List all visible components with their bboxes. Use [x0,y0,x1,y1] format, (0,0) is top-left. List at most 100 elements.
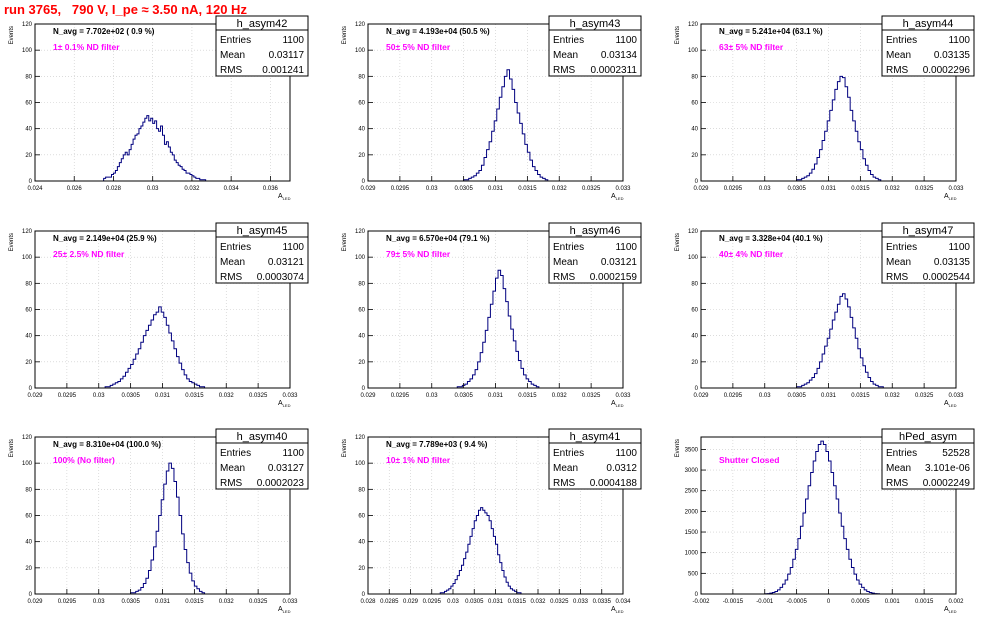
y-tick-label: 0 [29,386,33,392]
navg-label: N_avg = 6.570e+04 (79.1 %) [386,234,490,243]
histogram-line [796,293,884,388]
stats-label: RMS [220,272,243,283]
x-tick-label: 0.031 [155,599,171,605]
x-tick-label: 0.029 [360,393,376,399]
x-tick-label: 0.03 [426,393,438,399]
run-title: run 3765, 790 V, I_pe ≈ 3.50 nA, 120 Hz [4,2,247,17]
stats-value: 1100 [615,35,637,46]
x-tick-label: 0.031 [488,186,504,192]
navg-label: N_avg = 5.241e+04 (63.1 %) [719,27,823,36]
y-tick-label: 0 [362,386,366,392]
y-tick-label: 120 [22,435,33,441]
stats-value: 0.03121 [601,257,638,268]
stats-label: RMS [886,272,909,283]
y-tick-label: 3500 [685,447,699,453]
x-tick-label: -0.0005 [786,599,807,605]
histogram-line [104,306,206,388]
y-axis-title: Events [675,439,681,457]
x-tick-label: 0.0315 [851,186,870,192]
x-tick-label: 0.034 [615,599,631,605]
x-tick-label: 0.032 [530,599,546,605]
filter-annotation: 25± 2.5% ND filter [53,249,125,259]
y-axis-title: Events [9,26,15,44]
x-tick-label: 0.03 [93,393,105,399]
x-tick-label: 0.031 [488,393,504,399]
stats-label: RMS [886,65,909,76]
y-tick-label: 2000 [685,509,699,515]
x-tick-label: 0.0295 [391,186,410,192]
stats-box [881,428,975,490]
stats-value: 0.03121 [268,257,305,268]
y-tick-label: 60 [358,308,365,314]
stats-label: Mean [553,463,578,474]
y-tick-label: 80 [358,487,365,493]
y-tick-label: 120 [688,22,699,28]
x-tick-label: 0.032 [219,599,235,605]
stats-title: h_asym43 [570,18,621,30]
navg-label: N_avg = 2.149e+04 (25.9 %) [53,234,157,243]
x-tick-label: 0.034 [224,186,240,192]
x-tick-label: 0.032 [552,186,568,192]
x-tick-label: 0.033 [615,393,631,399]
x-tick-label: 0.0295 [724,393,743,399]
x-tick-label: 0.0295 [58,393,77,399]
stats-title: h_asym42 [237,18,288,30]
stats-value: 3.101e-06 [925,463,970,474]
x-tick-label: 0.033 [948,393,964,399]
x-tick-label: 0.0305 [787,393,806,399]
panel-h_asym44: 0.029 0.0295 0.03 0.0305 0.031 0.0315 0.032 0.0… [675,15,975,201]
y-tick-label: 80 [25,487,32,493]
stats-label: RMS [553,65,576,76]
stats-box [881,15,975,77]
x-tick-label: -0.0015 [723,599,744,605]
x-tick-label: 0.002 [948,599,964,605]
filter-annotation: 79± 5% ND filter [386,249,451,259]
x-tick-label: 0.0325 [582,186,601,192]
x-tick-label: 0.032 [552,393,568,399]
stats-value: 1100 [282,448,304,459]
y-tick-label: 60 [691,101,698,107]
navg-label: N_avg = 7.789e+03 ( 9.4 %) [386,440,488,449]
panel-hPed_asym: -0.002 -0.0015 -0.001 -0.0005 0 0.0005 0.001 0.… [675,428,975,614]
stats-value: 0.03135 [934,50,971,61]
stats-label: Mean [886,257,911,268]
y-tick-label: 1000 [685,551,699,557]
y-tick-label: 0 [695,179,699,185]
stats-label: RMS [220,478,243,489]
stats-box [548,428,642,490]
stats-value: 1100 [282,35,304,46]
stats-label: Mean [886,50,911,61]
x-tick-label: 0.0305 [121,599,140,605]
stats-box [881,222,975,284]
filter-annotation: 50± 5% ND filter [386,42,451,52]
stats-value: 0.0002249 [923,478,971,489]
stats-value: 52528 [942,448,970,459]
x-axis-title: ALED [278,193,291,201]
x-tick-label: 0.033 [615,186,631,192]
y-axis-title: Events [675,233,681,251]
x-tick-label: 0.0315 [518,186,537,192]
stats-title: h_asym45 [237,225,288,237]
x-tick-label: 0.0335 [593,599,612,605]
y-tick-label: 3000 [685,468,699,474]
x-tick-label: -0.002 [692,599,710,605]
y-tick-label: 40 [25,127,32,133]
x-tick-label: -0.001 [756,599,774,605]
stats-label: Mean [553,50,578,61]
x-tick-label: 0.033 [282,393,298,399]
stats-value: 1100 [615,448,637,459]
y-tick-label: 0 [362,179,366,185]
y-tick-label: 60 [25,101,32,107]
x-tick-label: 0.031 [488,599,504,605]
x-tick-label: 0.0315 [518,393,537,399]
x-tick-label: 0.0015 [915,599,934,605]
y-tick-label: 100 [355,48,366,54]
stats-label: Entries [886,242,917,253]
stats-value: 0.001241 [262,65,304,76]
x-tick-label: 0.032 [885,186,901,192]
x-tick-label: 0.032 [184,186,200,192]
stats-box [215,428,309,490]
y-tick-label: 80 [25,281,32,287]
y-axis-title: Events [342,26,348,44]
filter-annotation: Shutter Closed [719,455,779,465]
